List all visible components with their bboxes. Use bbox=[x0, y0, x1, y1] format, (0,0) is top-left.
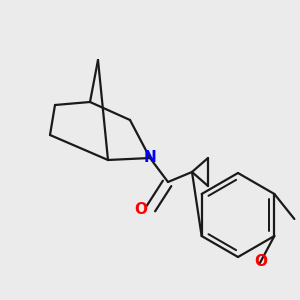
Text: N: N bbox=[144, 151, 156, 166]
Text: O: O bbox=[134, 202, 148, 217]
Text: O: O bbox=[254, 254, 267, 268]
